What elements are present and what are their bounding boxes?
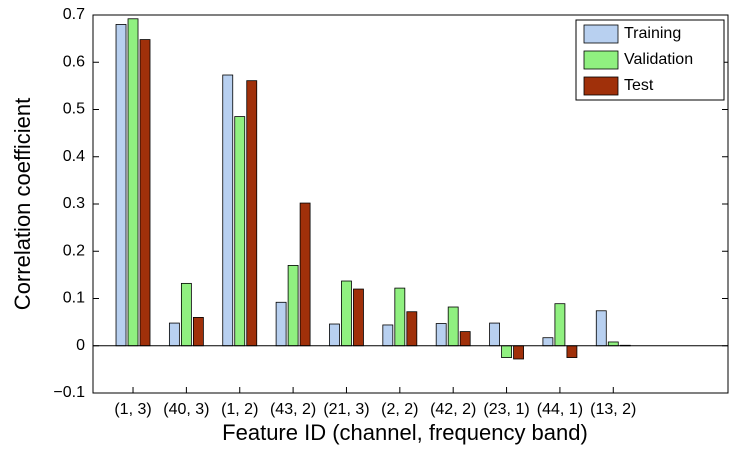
bar bbox=[329, 323, 340, 347]
y-tick-label: 0.1 bbox=[63, 290, 85, 307]
legend-label: Training bbox=[624, 25, 681, 42]
bar bbox=[394, 287, 406, 347]
x-tick-label: (2, 2) bbox=[381, 401, 418, 418]
legend-swatch bbox=[583, 76, 619, 96]
bar bbox=[246, 80, 258, 347]
bar bbox=[299, 202, 311, 347]
legend-swatch bbox=[583, 24, 619, 44]
legend-swatch bbox=[583, 50, 619, 70]
bar bbox=[287, 265, 299, 347]
bar bbox=[115, 24, 127, 347]
bar bbox=[501, 345, 512, 358]
y-axis-label: Correlation coefficient bbox=[10, 98, 35, 310]
bar bbox=[192, 316, 204, 347]
bar bbox=[489, 322, 500, 347]
bar bbox=[447, 306, 459, 347]
bar bbox=[513, 345, 524, 360]
legend-label: Validation bbox=[624, 51, 693, 68]
x-tick-label: (23, 1) bbox=[483, 401, 529, 418]
x-axis-label: Feature ID (channel, frequency band) bbox=[222, 420, 588, 445]
y-tick-label: 0.5 bbox=[63, 101, 85, 118]
bar bbox=[275, 301, 287, 347]
plot-frame bbox=[92, 14, 729, 394]
y-tick-label: 0.6 bbox=[63, 53, 85, 70]
y-tick-label: 0.4 bbox=[63, 148, 85, 165]
bar bbox=[435, 323, 447, 347]
bar bbox=[607, 341, 619, 347]
bar bbox=[382, 324, 394, 347]
bar bbox=[180, 282, 192, 347]
x-tick-label: (42, 2) bbox=[430, 401, 476, 418]
x-tick-label: (1, 3) bbox=[114, 401, 151, 418]
y-tick-label: −0.1 bbox=[53, 384, 85, 401]
bar bbox=[353, 288, 364, 347]
bar bbox=[554, 303, 566, 347]
bar bbox=[234, 116, 246, 347]
bar bbox=[168, 322, 180, 347]
bar bbox=[406, 311, 418, 347]
x-tick-label: (21, 3) bbox=[323, 401, 369, 418]
y-tick-label: 0.2 bbox=[63, 242, 85, 259]
bar bbox=[595, 310, 607, 347]
x-tick-label: (43, 2) bbox=[270, 401, 316, 418]
bar bbox=[341, 280, 352, 347]
y-tick-label: 0 bbox=[76, 337, 85, 354]
bar bbox=[139, 39, 151, 347]
bar bbox=[222, 74, 234, 347]
bar bbox=[127, 18, 139, 347]
bar bbox=[542, 337, 554, 347]
y-tick-label: 0.3 bbox=[63, 195, 85, 212]
x-tick-label: (44, 1) bbox=[537, 401, 583, 418]
y-tick-label: 0.7 bbox=[63, 6, 85, 23]
bar bbox=[459, 331, 471, 347]
legend-label: Test bbox=[624, 77, 654, 94]
x-tick-label: (1, 2) bbox=[221, 401, 258, 418]
bar bbox=[566, 345, 578, 358]
x-tick-label: (40, 3) bbox=[163, 401, 209, 418]
x-tick-label: (13, 2) bbox=[590, 401, 636, 418]
